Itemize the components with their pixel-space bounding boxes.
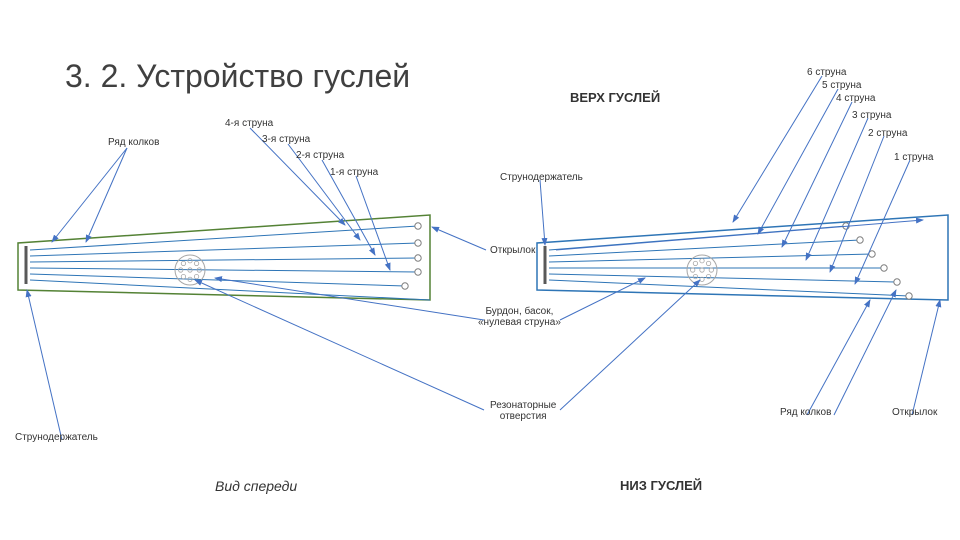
label-bourdon: Бурдон, басок,«нулевая струна» <box>478 306 561 328</box>
label-holder-l: Струнодержатель <box>15 432 98 443</box>
label-holder-r: Струнодержатель <box>500 172 583 183</box>
label-wing: Открылок <box>490 245 535 256</box>
label-l3: 3-я струна <box>262 134 310 145</box>
label-front-view: Вид спереди <box>215 478 297 494</box>
label-top-view: ВЕРХ ГУСЛЕЙ <box>570 90 660 105</box>
label-reson: Резонаторныеотверстия <box>490 400 556 422</box>
label-s2: 2 струна <box>868 128 907 139</box>
label-wing-r: Открылок <box>892 407 937 418</box>
label-l2: 2-я струна <box>296 150 344 161</box>
label-pegs-r: Ряд колков <box>780 407 831 418</box>
page-title: 3. 2. Устройство гуслей <box>65 58 410 95</box>
label-s5: 5 струна <box>822 80 861 91</box>
label-l4: 4-я струна <box>225 118 273 129</box>
label-s4: 4 струна <box>836 93 875 104</box>
label-bottom-view: НИЗ ГУСЛЕЙ <box>620 478 702 493</box>
label-l1: 1-я струна <box>330 167 378 178</box>
label-s6: 6 струна <box>807 67 846 78</box>
label-pegs-l: Ряд колков <box>108 137 159 148</box>
label-s1: 1 струна <box>894 152 933 163</box>
label-s3: 3 струна <box>852 110 891 121</box>
